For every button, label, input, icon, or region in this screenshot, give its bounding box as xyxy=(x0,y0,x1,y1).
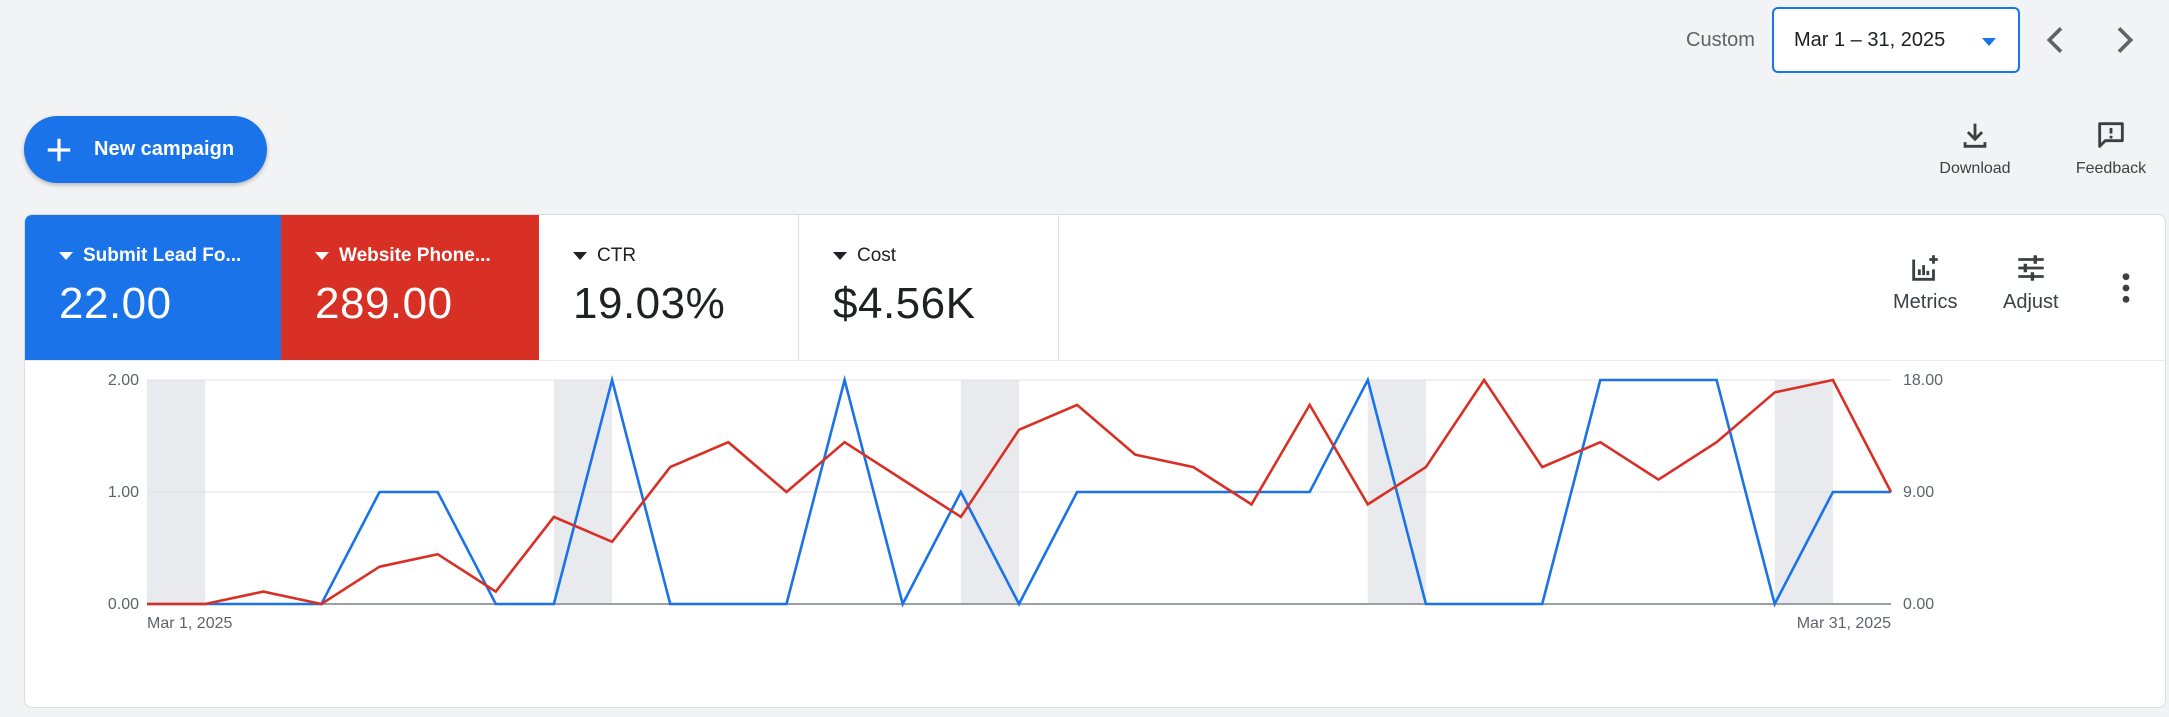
left-tick-label: 1.00 xyxy=(108,484,139,501)
download-button[interactable]: Download xyxy=(1920,118,2030,184)
left-tick-label: 2.00 xyxy=(108,372,139,389)
add-chart-icon xyxy=(1912,255,1938,281)
previous-period-button[interactable] xyxy=(2036,20,2076,60)
download-icon xyxy=(1963,123,1987,148)
metric-value: 19.03% xyxy=(573,279,726,328)
plus-icon xyxy=(47,138,71,161)
adjust-button[interactable]: Adjust xyxy=(2003,251,2059,314)
performance-line-chart: 0.00 1.00 2.00 0.00 9.00 18.00 Mar 1, 2025 M… xyxy=(108,372,1943,632)
metric-label: Cost xyxy=(857,245,897,266)
dropdown-arrow-icon xyxy=(1982,38,1996,46)
metric-card-submit-lead-forms[interactable]: Submit Lead Fo... 22.00 xyxy=(25,215,281,360)
metrics-label: Metrics xyxy=(1893,291,1958,313)
feedback-label: Feedback xyxy=(2075,160,2147,177)
card-divider xyxy=(25,360,2165,361)
series-line-0 xyxy=(147,374,1891,608)
x-axis-start-label: Mar 1, 2025 xyxy=(147,615,232,632)
feedback-icon xyxy=(2098,122,2124,148)
top-toolbar: Custom Mar 1 – 31, 2025 xyxy=(0,0,2169,80)
metric-label: Submit Lead Fo... xyxy=(83,245,242,266)
left-tick-label: 0.00 xyxy=(108,596,139,613)
metric-value: $4.56K xyxy=(833,279,976,328)
date-range-value: Mar 1 – 31, 2025 xyxy=(1794,28,1946,51)
adjust-label: Adjust xyxy=(2003,291,2059,313)
metric-value: 22.00 xyxy=(59,279,172,328)
metric-label: CTR xyxy=(597,245,637,266)
metric-card-ctr[interactable]: CTR 19.03% xyxy=(539,215,799,360)
right-tick-label: 9.00 xyxy=(1903,484,1934,501)
metric-value: 289.00 xyxy=(315,279,453,328)
right-tick-label: 0.00 xyxy=(1903,596,1934,613)
series-line-1 xyxy=(147,377,1893,606)
download-label: Download xyxy=(1939,160,2011,177)
x-axis-end-label: Mar 31, 2025 xyxy=(1797,615,1891,632)
new-campaign-button[interactable]: New campaign xyxy=(24,116,267,183)
metric-dropdown-icon xyxy=(833,252,847,260)
metric-dropdown-icon xyxy=(573,252,587,260)
metric-card-website-phone-calls[interactable]: Website Phone... 289.00 xyxy=(281,215,539,360)
performance-card: Submit Lead Fo... 22.00 Website Phone...… xyxy=(24,214,2166,708)
date-range-type-label: Custom xyxy=(1686,29,1755,51)
chevron-left-icon xyxy=(2046,27,2063,53)
right-tick-label: 18.00 xyxy=(1903,372,1943,389)
tune-icon xyxy=(2018,255,2044,281)
metric-label: Website Phone... xyxy=(339,245,491,266)
next-period-button[interactable] xyxy=(2104,20,2144,60)
metrics-button[interactable]: Metrics xyxy=(1893,251,1957,314)
metric-dropdown-icon xyxy=(315,252,329,260)
new-campaign-label: New campaign xyxy=(94,138,235,160)
chevron-right-icon xyxy=(2117,27,2134,53)
more-options-icon[interactable] xyxy=(2118,271,2134,305)
date-range-select[interactable]: Mar 1 – 31, 2025 xyxy=(1772,7,2020,73)
metric-card-cost[interactable]: Cost $4.56K xyxy=(799,215,1059,360)
metric-dropdown-icon xyxy=(59,252,73,260)
feedback-button[interactable]: Feedback xyxy=(2056,118,2166,184)
